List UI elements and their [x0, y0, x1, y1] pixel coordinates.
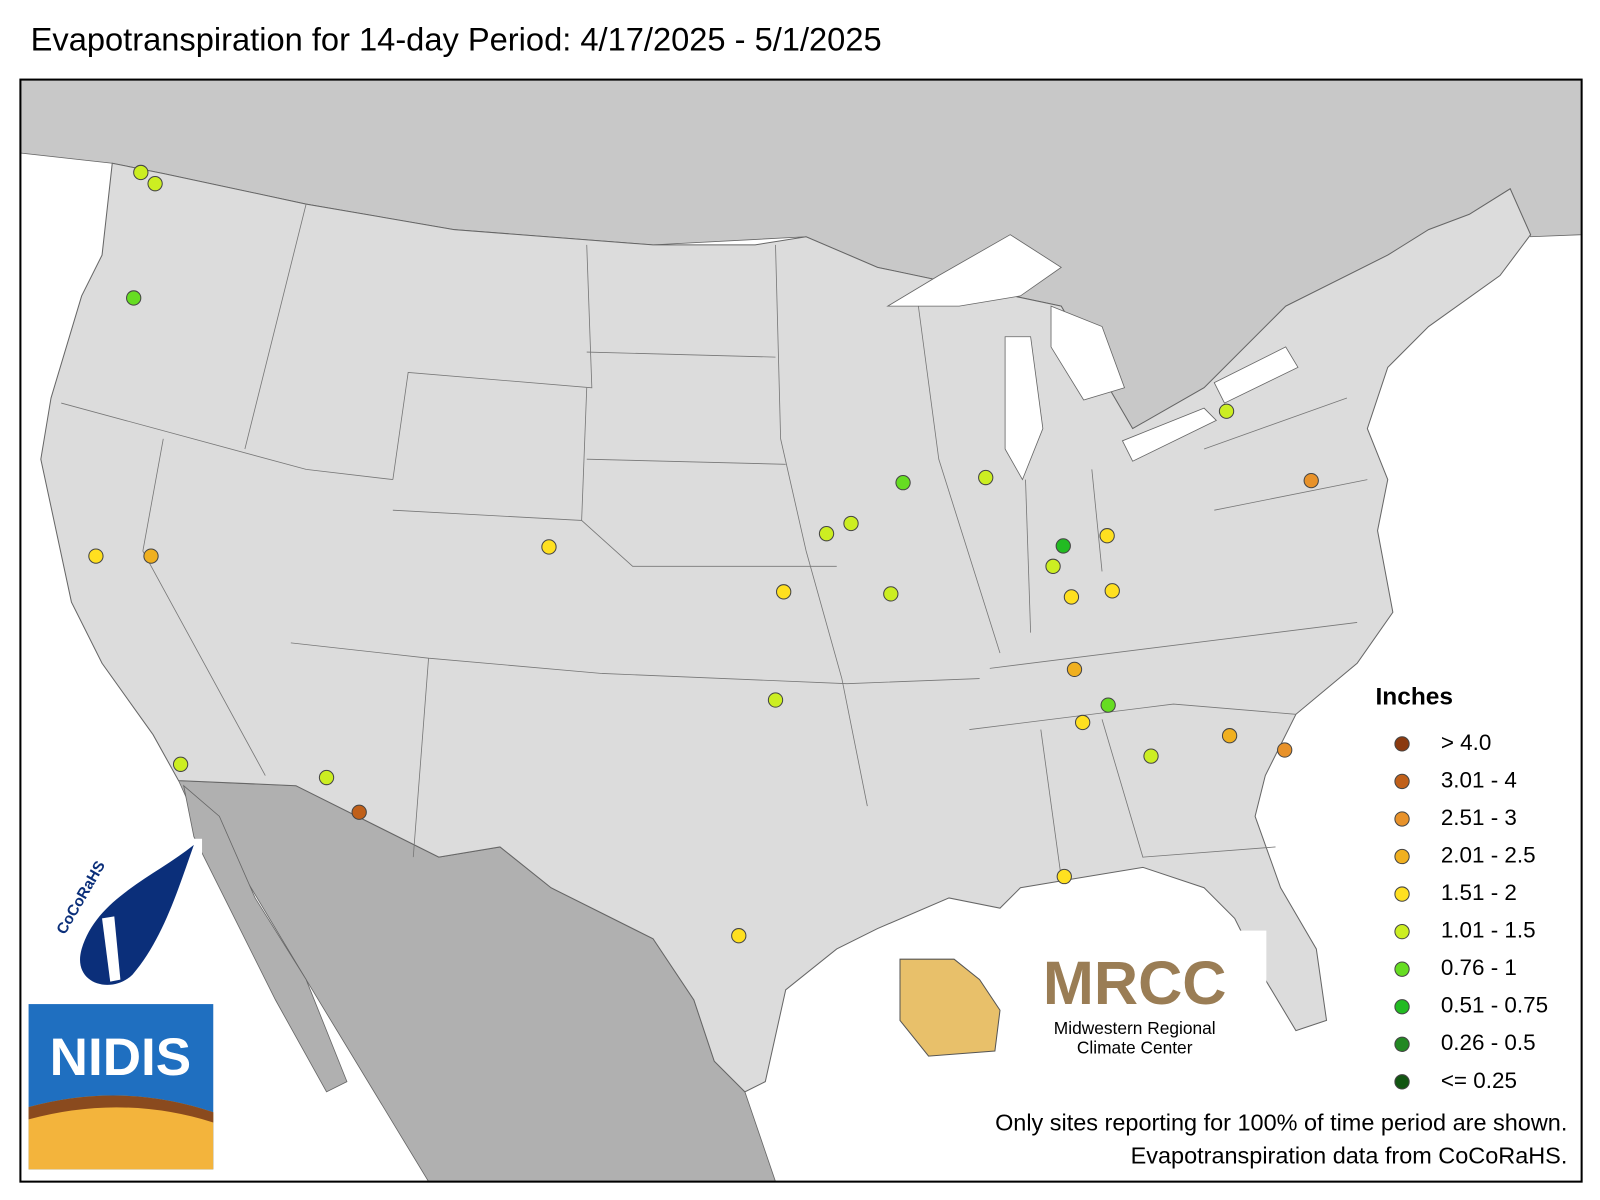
mrcc-logo: MRCC Midwestern Regional Climate Center — [890, 930, 1267, 1062]
legend-title: Inches — [1376, 683, 1454, 710]
map-frame — [19, 78, 1583, 1183]
nidis-text: NIDIS — [50, 1028, 191, 1087]
site — [1104, 583, 1120, 599]
legend-label: 2.51 - 3 — [1441, 805, 1517, 830]
note: Evapotranspiration data from CoCoRaHS. — [1131, 1142, 1568, 1168]
site — [843, 515, 859, 532]
site — [1063, 589, 1080, 605]
legend-label: 1.51 - 2 — [1441, 880, 1517, 905]
legend-swatch — [1394, 736, 1410, 752]
site — [1303, 472, 1319, 489]
site — [133, 164, 149, 181]
legend-swatch — [1394, 848, 1410, 865]
site — [1221, 728, 1238, 744]
site — [147, 176, 163, 192]
legend: Inches > 4.0 3.01 - 4 2.51 - 3 2.01 - 2.5 1.… — [1376, 683, 1549, 1092]
baja — [183, 784, 348, 1093]
site — [172, 756, 189, 772]
site — [1066, 661, 1083, 678]
site — [1218, 403, 1235, 419]
legend-swatch — [1394, 886, 1410, 902]
mrcc-name: Midwestern Regional — [1054, 1018, 1216, 1038]
legend-swatch — [1394, 773, 1410, 790]
note: Only sites reporting for 100% of time pe… — [995, 1110, 1567, 1136]
site — [1099, 528, 1115, 544]
site — [351, 804, 367, 820]
legend-label: 2.01 - 2.5 — [1441, 842, 1536, 867]
site — [1075, 714, 1091, 731]
legend-label: 0.51 - 0.75 — [1441, 993, 1548, 1018]
site — [88, 548, 104, 564]
site — [1277, 742, 1293, 758]
legend-label: > 4.0 — [1441, 730, 1492, 755]
site — [818, 526, 835, 542]
mrcc-name: Climate Center — [1077, 1038, 1193, 1058]
site — [1143, 748, 1159, 764]
site — [541, 539, 557, 555]
title: Evapotranspiration for 14-day Period: 4/… — [31, 20, 882, 57]
legend-label: 3.01 - 4 — [1441, 767, 1517, 792]
sites — [88, 164, 1319, 944]
legend-swatch — [1394, 811, 1410, 827]
site — [883, 586, 899, 602]
united-states — [40, 162, 1532, 1093]
legend-swatch — [1394, 923, 1410, 940]
legend-swatch — [1394, 999, 1410, 1015]
site — [1055, 538, 1071, 554]
state-lines — [61, 203, 1368, 878]
legend-label: 0.26 - 0.5 — [1441, 1030, 1536, 1055]
site — [767, 692, 784, 708]
cocorahs-logo: CoCoRaHS — [28, 838, 203, 997]
legend-swatch — [1394, 1074, 1410, 1090]
site — [126, 290, 142, 306]
site — [895, 475, 911, 491]
site — [143, 548, 159, 564]
legend-swatch — [1394, 961, 1410, 977]
site — [318, 769, 335, 786]
site — [978, 469, 994, 486]
site — [1056, 868, 1072, 885]
legend-label: 0.76 - 1 — [1441, 955, 1517, 980]
nidis-logo: NIDIS — [28, 1004, 214, 1170]
site — [1100, 697, 1116, 713]
legend-swatch — [1394, 1036, 1410, 1052]
site — [1045, 558, 1061, 574]
map — [20, 79, 1583, 1183]
legend-label: 1.01 - 1.5 — [1441, 918, 1536, 943]
mrcc-text: MRCC — [1043, 949, 1227, 1017]
site — [731, 928, 747, 944]
site — [776, 584, 792, 600]
legend-label: <= 0.25 — [1441, 1068, 1517, 1093]
great-lakes — [886, 234, 1299, 481]
